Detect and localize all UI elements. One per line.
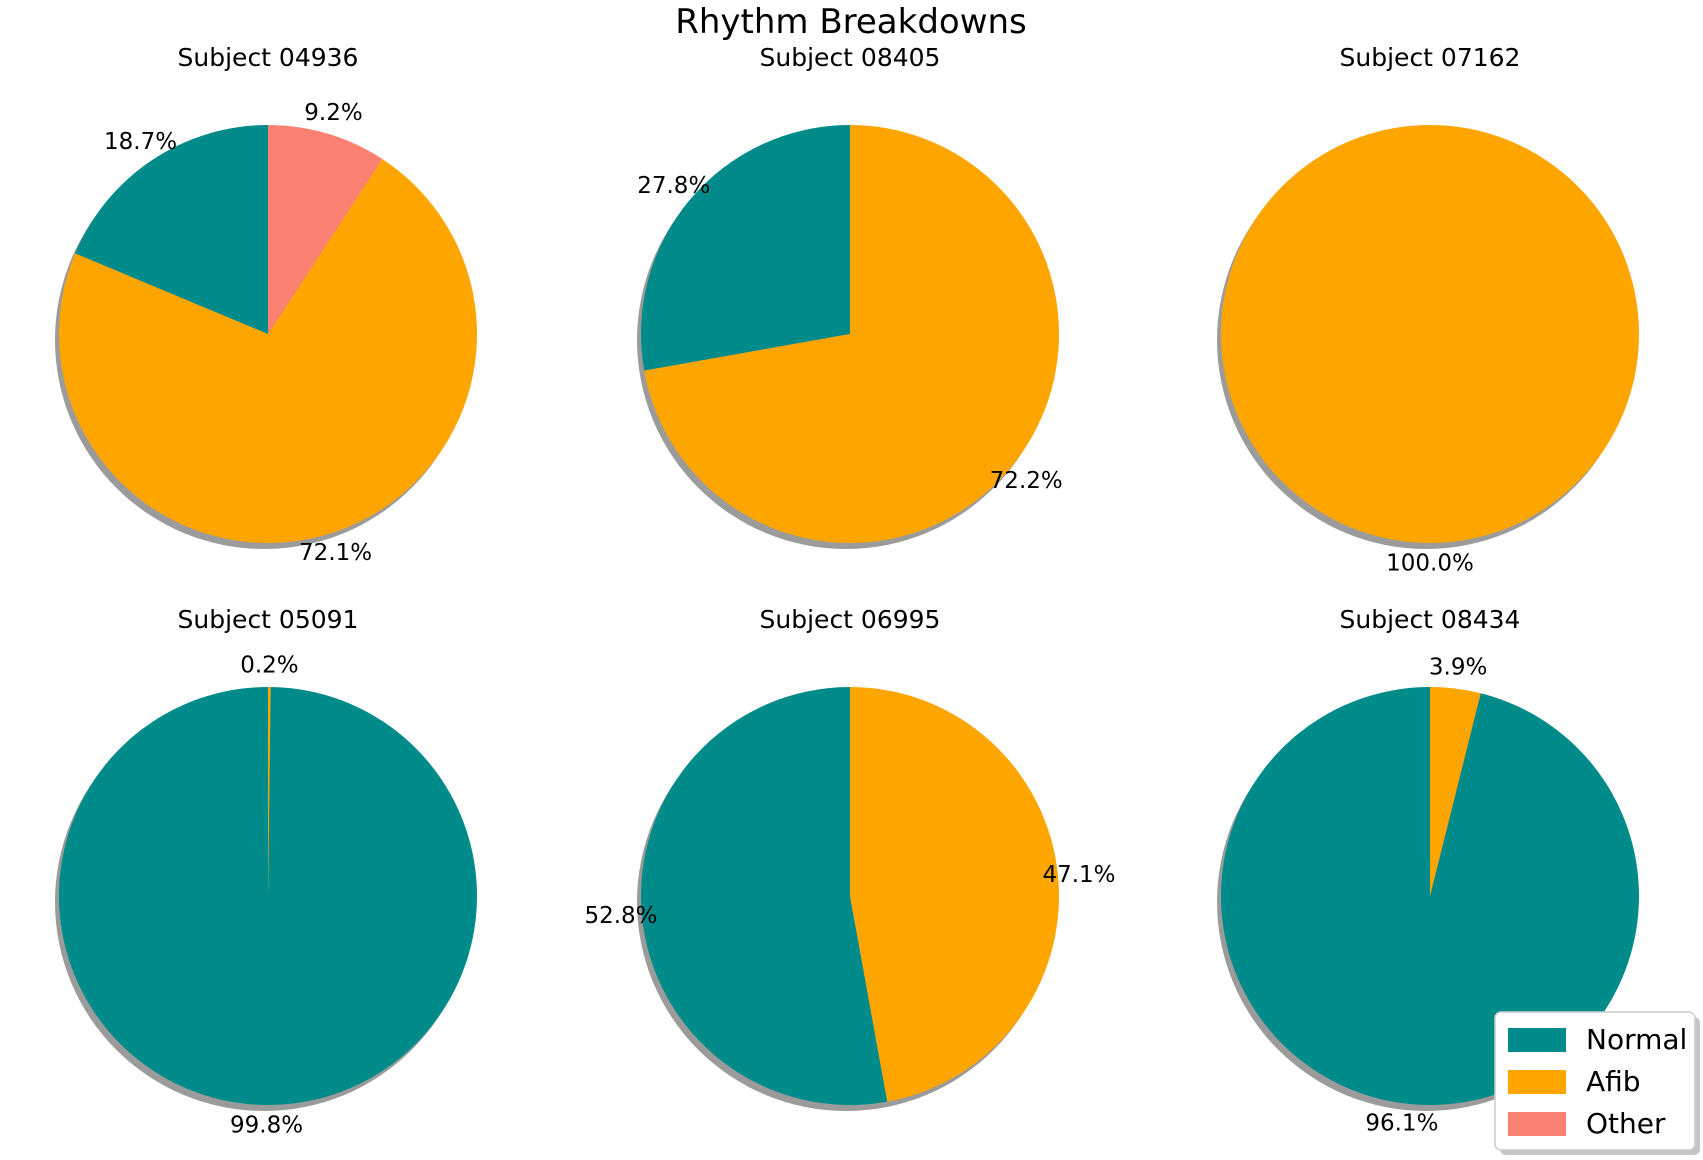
pie-percent-label: 18.7% bbox=[104, 129, 177, 155]
legend: Normal Afib Other bbox=[1494, 1011, 1700, 1155]
pie-title: Subject 05091 bbox=[178, 605, 359, 634]
pie-title: Subject 08434 bbox=[1340, 605, 1521, 634]
pie-slice-other bbox=[268, 125, 383, 334]
pie-subject-08434: Subject 08434 96.1% 3.9% bbox=[1217, 605, 1640, 1137]
pie-slice-afib bbox=[1430, 687, 1481, 896]
pie-subject-08405: Subject 08405 27.8% 72.2% bbox=[637, 43, 1063, 549]
pie-slice-afib bbox=[1221, 125, 1639, 543]
pie-percent-label: 99.8% bbox=[230, 1112, 303, 1138]
legend-label-other: Other bbox=[1586, 1107, 1666, 1140]
pie-subject-07162: Subject 07162 100.0% bbox=[1217, 43, 1639, 576]
pie-percent-label: 72.1% bbox=[299, 540, 372, 566]
pie-slice-afib bbox=[644, 125, 1060, 544]
pie-percent-label: 9.2% bbox=[304, 100, 362, 126]
pie-slice-normal bbox=[75, 125, 268, 334]
legend-swatch-afib bbox=[1508, 1070, 1566, 1094]
pie-charts: Subject 04936 18.7% 72.1% 9.2% Subject 08405… bbox=[55, 43, 1640, 1138]
pie-percent-label: 27.8% bbox=[637, 173, 710, 199]
pie-slice-normal bbox=[59, 687, 478, 1105]
pie-percent-label: 3.9% bbox=[1429, 654, 1487, 680]
pie-slice-normal bbox=[641, 125, 850, 371]
pie-slice-afib bbox=[268, 687, 271, 896]
pie-title: Subject 08405 bbox=[760, 43, 941, 72]
pie-subject-05091: Subject 05091 99.8% 0.2% bbox=[55, 605, 478, 1138]
pie-subject-06995: Subject 06995 52.8% 47.1% bbox=[584, 605, 1116, 1111]
pie-percent-label: 96.1% bbox=[1365, 1111, 1438, 1137]
pie-percent-label: 0.2% bbox=[240, 653, 298, 679]
legend-label-afib: Afib bbox=[1586, 1065, 1641, 1098]
legend-label-normal: Normal bbox=[1586, 1023, 1687, 1056]
legend-swatch-other bbox=[1508, 1112, 1566, 1136]
pie-slice-normal bbox=[1221, 687, 1640, 1106]
pie-subject-04936: Subject 04936 18.7% 72.1% 9.2% bbox=[55, 43, 478, 566]
pie-slice-afib bbox=[58, 158, 478, 543]
pie-slice-normal bbox=[641, 687, 888, 1105]
pie-slice-afib bbox=[850, 687, 1060, 1102]
legend-swatch-normal bbox=[1508, 1028, 1566, 1052]
pie-percent-label: 52.8% bbox=[584, 903, 657, 929]
pie-title: Subject 04936 bbox=[178, 43, 359, 72]
pie-percent-label: 72.2% bbox=[990, 468, 1063, 494]
pie-percent-label: 47.1% bbox=[1042, 862, 1115, 888]
figure-title: Rhythm Breakdowns bbox=[675, 2, 1027, 42]
pie-title: Subject 07162 bbox=[1340, 43, 1521, 72]
pie-title: Subject 06995 bbox=[760, 605, 941, 634]
pie-percent-label: 100.0% bbox=[1386, 550, 1474, 576]
